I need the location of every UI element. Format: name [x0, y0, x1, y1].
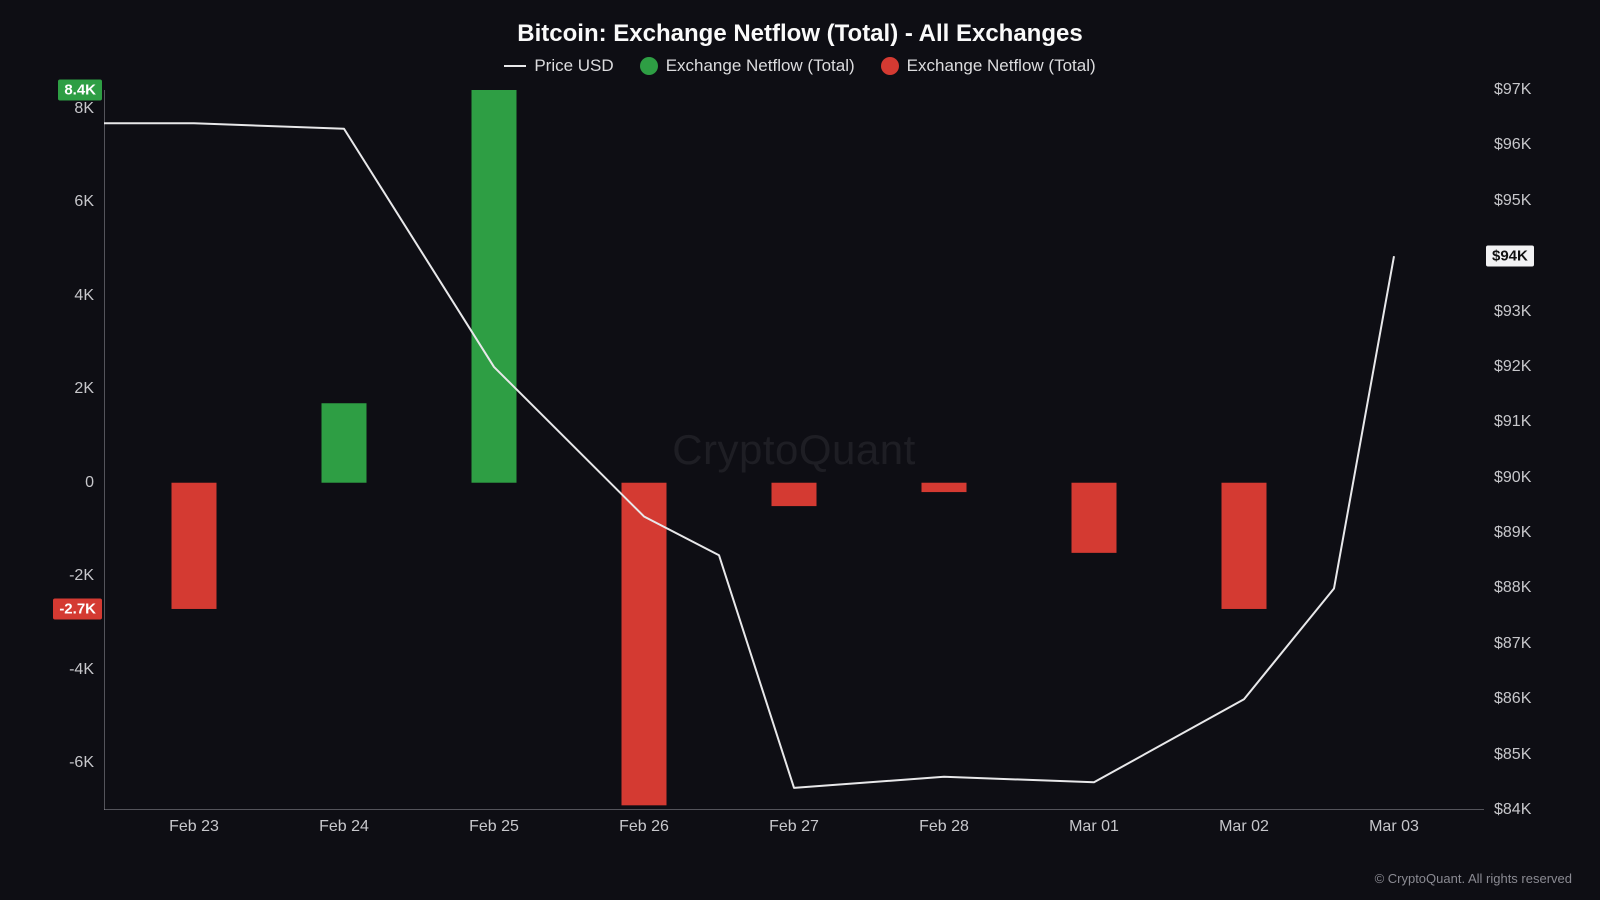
right-axis-badge: $94K: [1486, 246, 1534, 267]
y-right-tick-label: $87K: [1494, 635, 1531, 653]
netflow-bar: [922, 483, 967, 492]
left-axis-badge: 8.4K: [58, 80, 102, 101]
y-left-tick-label: -2K: [69, 567, 94, 585]
y-right-tick-label: $95K: [1494, 192, 1531, 210]
copyright: © CryptoQuant. All rights reserved: [1375, 871, 1572, 886]
chart-svg: [104, 90, 1484, 810]
netflow-bar: [772, 483, 817, 506]
legend-item-negative: Exchange Netflow (Total): [881, 56, 1096, 76]
y-right-tick-label: $86K: [1494, 690, 1531, 708]
x-tick-label: Feb 27: [769, 818, 819, 836]
y-left-tick-label: 0: [85, 474, 94, 492]
y-left-tick-label: 8K: [74, 100, 94, 118]
y-right-tick-label: $96K: [1494, 136, 1531, 154]
legend-item-positive: Exchange Netflow (Total): [640, 56, 855, 76]
x-tick-label: Feb 24: [319, 818, 369, 836]
netflow-bar: [622, 483, 667, 806]
y-right-tick-label: $92K: [1494, 358, 1531, 376]
y-right-tick-label: $97K: [1494, 81, 1531, 99]
left-axis-badge: -2.7K: [53, 598, 102, 619]
legend-label: Exchange Netflow (Total): [666, 56, 855, 76]
y-left-tick-label: -6K: [69, 754, 94, 772]
circle-icon: [881, 57, 899, 75]
y-right-tick-label: $91K: [1494, 413, 1531, 431]
netflow-bar: [172, 483, 217, 609]
chart-title: Bitcoin: Exchange Netflow (Total) - All …: [24, 20, 1576, 48]
netflow-bar: [1222, 483, 1267, 609]
chart-container: Bitcoin: Exchange Netflow (Total) - All …: [0, 0, 1600, 900]
x-tick-label: Mar 03: [1369, 818, 1419, 836]
x-tick-label: Feb 23: [169, 818, 219, 836]
y-right-tick-label: $93K: [1494, 303, 1531, 321]
price-line: [104, 123, 1394, 788]
netflow-bar: [472, 90, 517, 483]
y-left-tick-label: 6K: [74, 193, 94, 211]
y-left-tick-label: 2K: [74, 380, 94, 398]
y-right-tick-label: $88K: [1494, 579, 1531, 597]
legend-label: Price USD: [534, 56, 613, 76]
y-left-tick-label: -4K: [69, 661, 94, 679]
y-right-tick-label: $85K: [1494, 746, 1531, 764]
line-icon: [504, 65, 526, 67]
x-tick-label: Feb 28: [919, 818, 969, 836]
x-tick-label: Feb 25: [469, 818, 519, 836]
y-right-tick-label: $89K: [1494, 524, 1531, 542]
x-tick-label: Feb 26: [619, 818, 669, 836]
netflow-bar: [1072, 483, 1117, 553]
legend-item-price: Price USD: [504, 56, 613, 76]
y-right-tick-label: $90K: [1494, 469, 1531, 487]
circle-icon: [640, 57, 658, 75]
plot-area: CryptoQuant 8K6K4K2K0-2K-4K-6K$97K$96K$9…: [104, 90, 1484, 810]
netflow-bar: [322, 403, 367, 482]
legend-label: Exchange Netflow (Total): [907, 56, 1096, 76]
y-right-tick-label: $84K: [1494, 801, 1531, 819]
x-tick-label: Mar 02: [1219, 818, 1269, 836]
x-tick-label: Mar 01: [1069, 818, 1119, 836]
legend: Price USD Exchange Netflow (Total) Excha…: [24, 56, 1576, 76]
y-left-tick-label: 4K: [74, 287, 94, 305]
